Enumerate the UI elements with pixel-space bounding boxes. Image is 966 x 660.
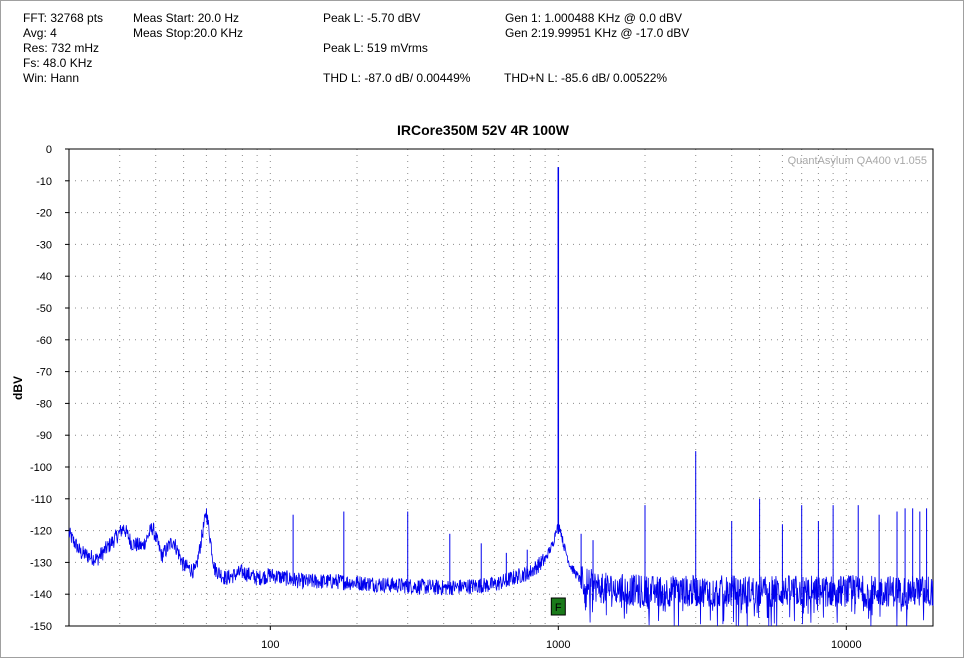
frequency-marker[interactable]: F: [550, 597, 566, 616]
marker-box[interactable]: [550, 597, 566, 616]
readout-fft: FFT: 32768 pts: [23, 11, 104, 25]
y-axis-label: dBV: [11, 376, 25, 400]
noise-floor-trace: [68, 508, 934, 627]
spectrum-series: [68, 167, 934, 627]
readout-peak-mvrms: Peak L: 519 mVrms: [323, 41, 428, 55]
readout-peak-dbv: Peak L: -5.70 dBV: [323, 11, 421, 25]
y-axis-ticks: 0 -10 -20 -30 -40 -50 -60 -70 -80 -90 -100 -110 -120…: [30, 144, 69, 633]
y-tick-label: -40: [36, 271, 52, 283]
x-tick-label: 1000: [546, 639, 570, 651]
y-tick-label: -70: [36, 367, 52, 379]
chart-grid: [69, 149, 933, 626]
readout-meas-start: Meas Start: 20.0 Hz: [133, 11, 240, 25]
readout-thd: THD L: -87.0 dB/ 0.00449%: [323, 71, 471, 85]
y-tick-label: -60: [36, 335, 52, 347]
chart-watermark: QuantAsylum QA400 v1.055: [788, 155, 927, 167]
y-tick-label: -90: [36, 430, 52, 442]
x-tick-label: 10000: [831, 639, 862, 651]
x-axis-ticks: 100 1000 10000: [261, 626, 862, 651]
y-tick-label: -130: [30, 557, 52, 569]
readout-gen1: Gen 1: 1.000488 KHz @ 0.0 dBV: [505, 11, 682, 25]
plot-area-border: [68, 148, 934, 627]
chart-title: IRCore350M 52V 4R 100W: [397, 122, 570, 138]
y-tick-label: -150: [30, 621, 52, 633]
y-tick-label: -10: [36, 176, 52, 188]
readout-res: Res: 732 mHz: [23, 41, 100, 55]
readout-window: Win: Hann: [23, 71, 80, 85]
y-tick-label: -100: [30, 462, 52, 474]
readout-avg: Avg: 4: [23, 26, 57, 40]
x-tick-label: 100: [261, 639, 279, 651]
readout-meas-stop: Meas Stop:20.0 KHz: [133, 26, 244, 40]
y-tick-label: -30: [36, 239, 52, 251]
y-tick-label: -20: [36, 208, 52, 220]
y-tick-label: -110: [31, 494, 52, 506]
y-tick-label: -80: [36, 398, 52, 410]
y-tick-label: -140: [30, 589, 52, 601]
marker-label: F: [555, 602, 562, 614]
readout-thdn: THD+N L: -85.6 dB/ 0.00522%: [504, 71, 668, 85]
y-tick-label: 0: [46, 144, 52, 156]
readout-gen2: Gen 2:19.99951 KHz @ -17.0 dBV: [505, 26, 690, 40]
readout-fs: Fs: 48.0 KHz: [23, 56, 93, 70]
y-tick-label: -50: [36, 303, 52, 315]
y-tick-label: -120: [30, 526, 52, 538]
